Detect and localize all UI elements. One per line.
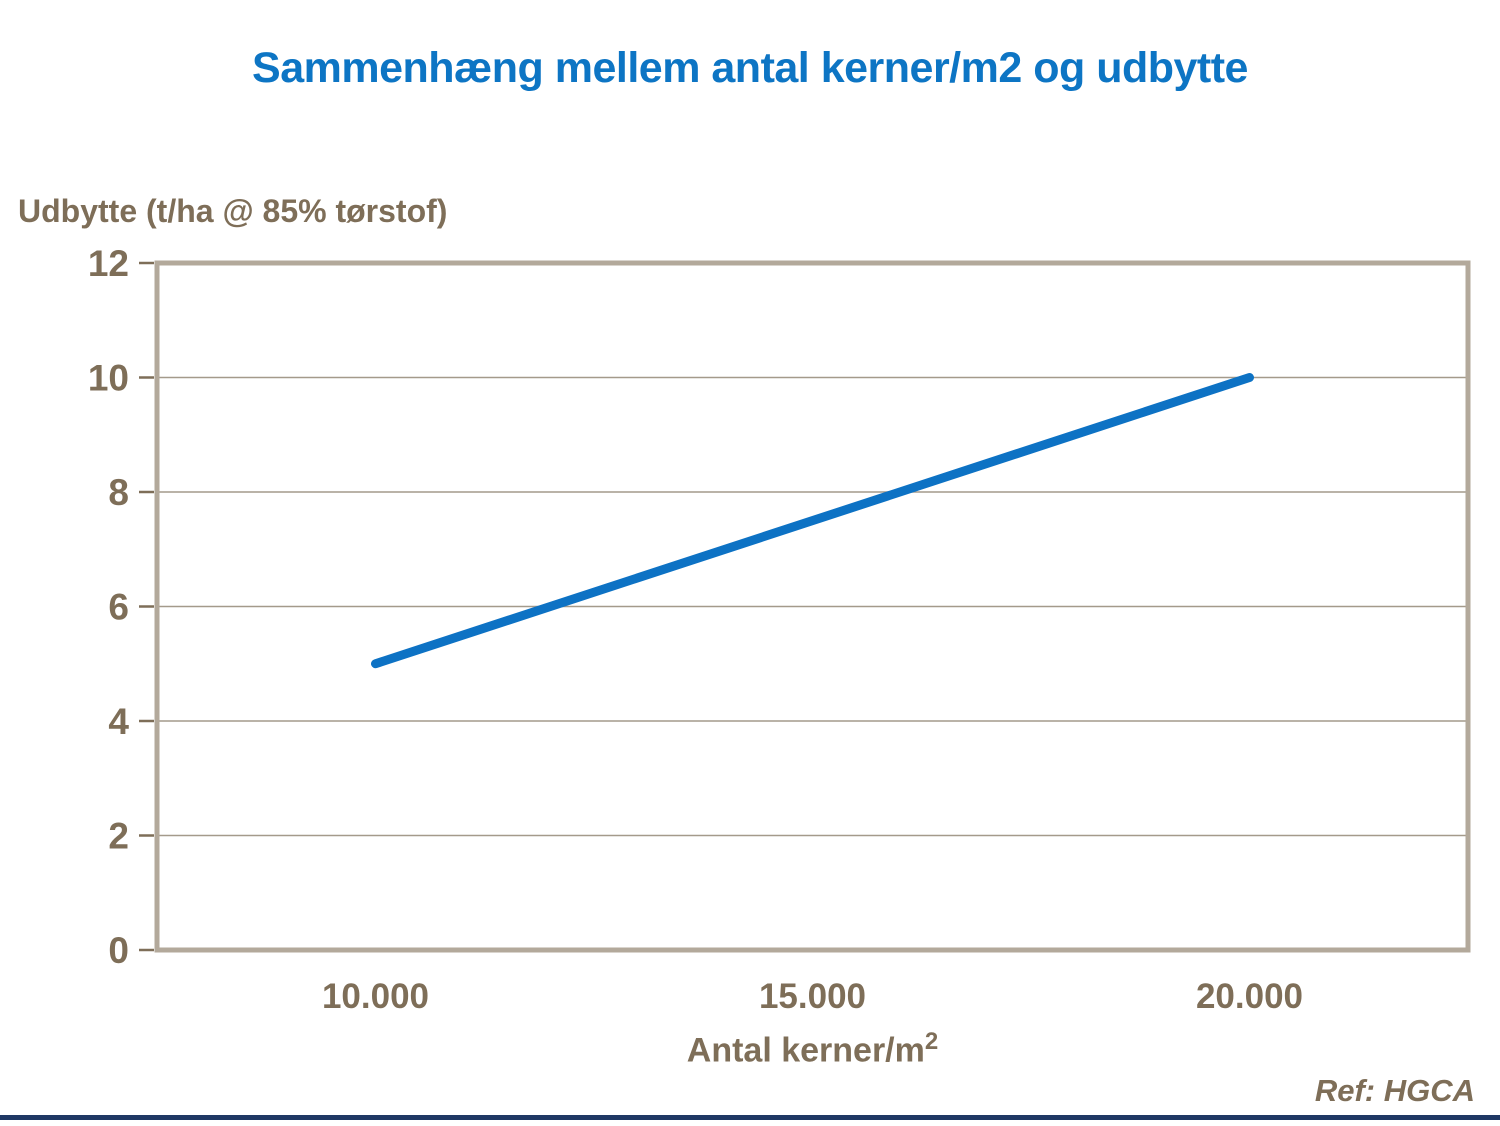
y-axis-tick-label: 4 bbox=[108, 701, 129, 742]
y-axis-tick-label: 6 bbox=[108, 587, 129, 628]
y-axis-tick-label: 0 bbox=[108, 930, 129, 971]
y-axis-tick-label: 8 bbox=[108, 472, 129, 513]
page-title: Sammenhæng mellem antal kerner/m2 og udb… bbox=[252, 44, 1248, 92]
x-axis-tick-label: 10.000 bbox=[322, 977, 429, 1016]
x-axis-title-superscript: 2 bbox=[924, 1028, 939, 1055]
y-axis-title: Udbytte (t/ha @ 85% tørstof) bbox=[18, 193, 448, 229]
x-axis-title-text: Antal kerner/m bbox=[686, 1031, 925, 1070]
y-axis-tick-label: 2 bbox=[108, 816, 129, 857]
y-axis-tick-label: 12 bbox=[88, 243, 129, 284]
x-axis-tick-label: 20.000 bbox=[1196, 977, 1303, 1016]
plot-border bbox=[154, 260, 1471, 953]
reference-credit: Ref: HGCA bbox=[1314, 1073, 1475, 1108]
data-line bbox=[371, 373, 1254, 669]
x-axis-title: Antal kerner/m2 bbox=[157, 1028, 1468, 1070]
x-axis-tick-label: 15.000 bbox=[759, 977, 866, 1016]
y-axis-tick-label: 10 bbox=[88, 358, 129, 399]
footer-rule bbox=[0, 1115, 1500, 1120]
